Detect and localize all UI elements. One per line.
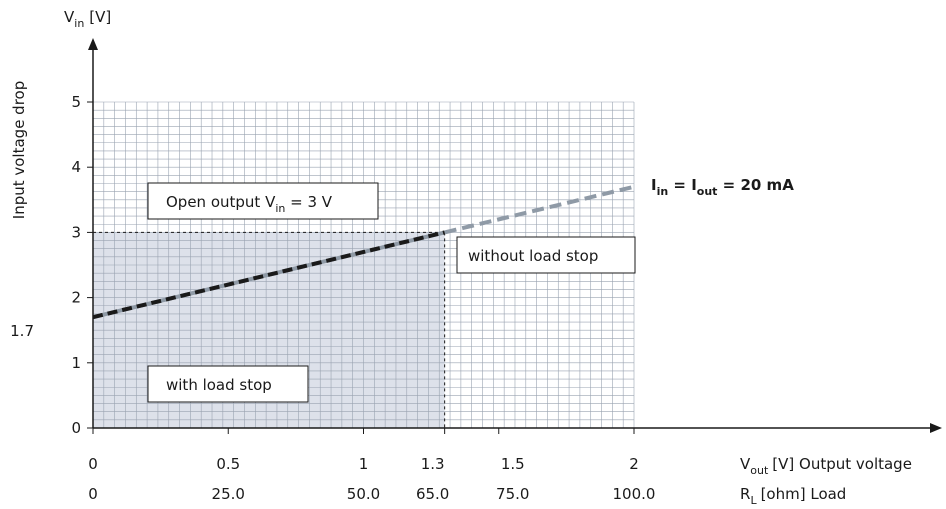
x-axis-label: Vout [V] Output voltage (740, 455, 912, 477)
y-tick-label: 1 (71, 354, 81, 372)
y-axis-arrow (88, 38, 98, 50)
x-ticks: 0 0.5 1 1.3 1.5 2 (88, 428, 639, 473)
series-group (92, 184, 635, 320)
x-secondary-tick-label: 65.0 (416, 485, 449, 503)
y-tick-label: 1.7 (10, 322, 34, 340)
series-line-without-load-stop (444, 184, 635, 235)
x-secondary-tick-label: 0 (88, 485, 98, 503)
x-secondary-tick-label: 50.0 (347, 485, 380, 503)
with-load-stop-box (147, 365, 309, 403)
x-tick-label: 2 (629, 455, 639, 473)
y-tick-label: 2 (71, 289, 81, 307)
x-secondary-tick-label: 25.0 (212, 485, 245, 503)
without-load-stop-box (456, 236, 636, 274)
without-load-stop-annotation: without load stop (468, 247, 598, 265)
y-tick-label: 0 (71, 419, 81, 437)
x-axis-arrow (930, 423, 942, 433)
x-tick-label: 0.5 (216, 455, 240, 473)
x-tick-label: 1 (359, 455, 369, 473)
with-load-stop-annotation: with load stop (166, 376, 272, 394)
x-axis-secondary-label: RL [ohm] Load (740, 485, 846, 507)
open-output-annotation: Open output Vin = 3 V (166, 193, 333, 215)
series-line-with-load-stop (92, 230, 446, 320)
x-secondary-tick-label: 100.0 (613, 485, 656, 503)
y-axis-symbol-label: Vin [V] (64, 8, 111, 30)
y-ticks: 0 1 1.7 2 3 4 5 (10, 93, 93, 437)
x-ticks-secondary: 0 25.0 50.0 65.0 75.0 100.0 (88, 485, 655, 503)
y-tick-label: 4 (71, 158, 81, 176)
y-tick-label: 5 (71, 93, 81, 111)
y-tick-label: 3 (71, 223, 81, 241)
open-output-box (147, 182, 379, 220)
x-secondary-tick-label: 75.0 (496, 485, 529, 503)
y-axis-title: Input voltage drop (10, 81, 28, 219)
x-tick-label: 0 (88, 455, 98, 473)
x-tick-label: 1.3 (421, 455, 445, 473)
x-tick-label: 1.5 (501, 455, 525, 473)
current-annotation: Iin = Iout = 20 mA (651, 176, 794, 198)
